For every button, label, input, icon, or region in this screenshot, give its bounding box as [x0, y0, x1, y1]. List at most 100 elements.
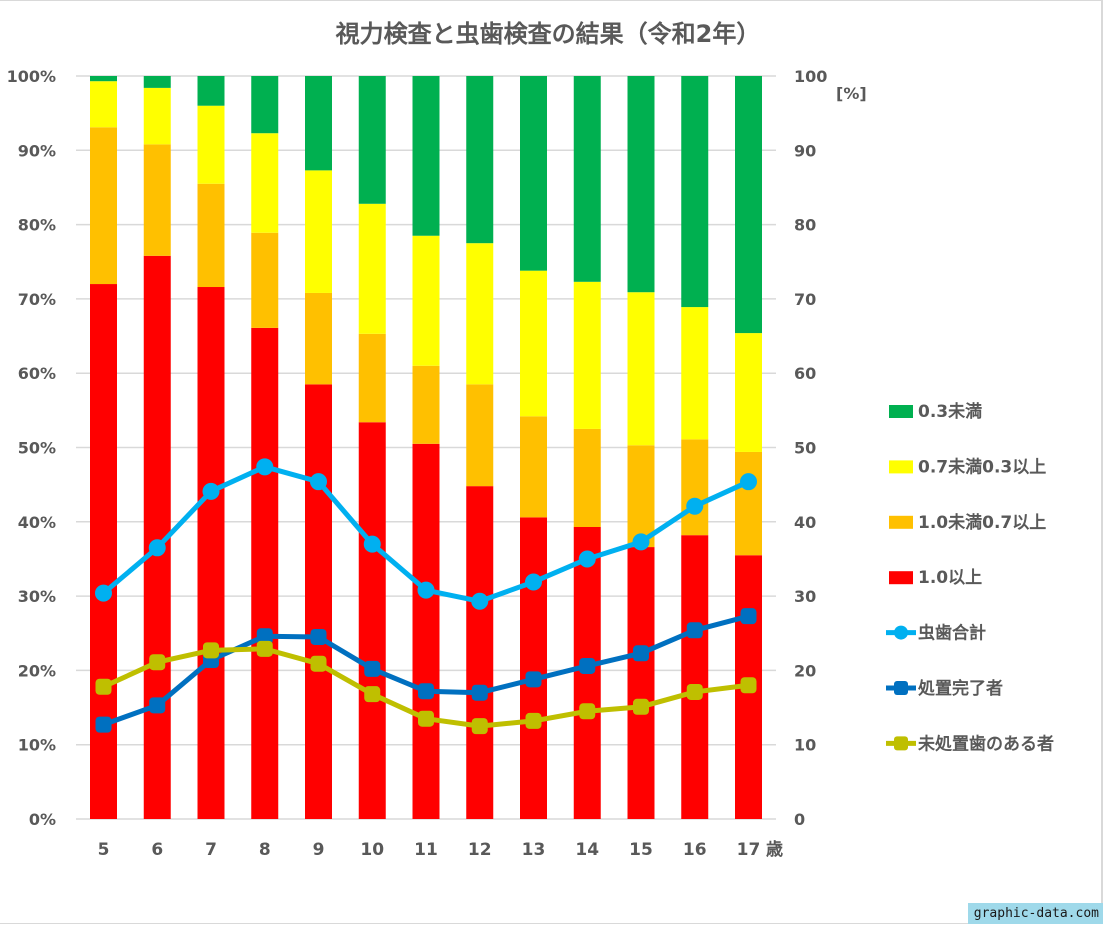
bar-segment — [627, 76, 655, 293]
bar-segment — [90, 284, 117, 819]
bar-segment — [681, 76, 709, 308]
legend-swatch — [889, 515, 913, 529]
left-tick-label: 80% — [18, 216, 56, 235]
bar-segment — [412, 365, 440, 444]
right-axis: 0 10 20 30 40 50 60 70 80 90 100 — [794, 67, 827, 829]
line-point — [95, 716, 112, 733]
bar-segment — [466, 384, 494, 487]
x-axis: 5 6 7 8 9 10 11 12 13 14 15 16 17 — [98, 840, 761, 860]
line-point — [256, 640, 273, 657]
bar-segment — [358, 76, 386, 204]
line-point — [310, 628, 327, 645]
line-series — [95, 458, 757, 735]
bar-segment — [735, 451, 762, 556]
line-point — [256, 628, 273, 645]
bar-segment — [573, 281, 601, 429]
left-tick-label: 20% — [18, 661, 56, 680]
bar-segment — [251, 133, 279, 233]
legend-marker — [894, 681, 908, 695]
line-point — [149, 654, 166, 671]
bar-segment — [90, 81, 117, 128]
line-point — [686, 497, 704, 515]
line-point — [686, 683, 703, 700]
legend-label: 1.0以上 — [918, 568, 982, 588]
x-tick-label: 9 — [313, 840, 325, 860]
left-tick-label: 10% — [18, 736, 56, 755]
line-point — [740, 473, 757, 491]
right-tick-label: 0 — [794, 810, 805, 829]
right-tick-label: 90 — [794, 141, 816, 160]
legend-label: 未処置歯のある者 — [917, 733, 1054, 754]
line-point — [579, 657, 596, 674]
bar-segment — [197, 105, 225, 184]
bar-segment — [573, 76, 601, 282]
line-point — [203, 642, 219, 659]
line-point — [418, 683, 434, 700]
line-point — [95, 584, 112, 602]
bar-segment — [627, 292, 655, 446]
bar-segment — [520, 416, 547, 518]
line-point — [418, 710, 434, 727]
x-tick-label: 12 — [468, 840, 492, 860]
line-point — [525, 671, 542, 688]
bar-segment — [412, 76, 440, 236]
line-point — [310, 655, 327, 672]
line-point — [363, 535, 381, 553]
left-tick-label: 30% — [18, 587, 56, 606]
line-point — [525, 573, 542, 591]
x-tick-label: 5 — [98, 840, 110, 860]
x-tick-label: 10 — [360, 840, 384, 860]
legend-label: 虫歯合計 — [918, 623, 986, 644]
bar-segment — [412, 443, 440, 819]
bar-segment — [466, 76, 494, 244]
x-tick-label: 16 — [683, 840, 707, 860]
bar-segment — [358, 203, 386, 334]
legend-label: 0.3未満 — [918, 401, 982, 422]
bar-segment — [143, 144, 171, 256]
line-point — [633, 645, 649, 662]
x-tick-label: 11 — [414, 840, 438, 860]
bar-segment — [520, 76, 547, 271]
bar-segment — [305, 170, 332, 293]
line-point — [525, 712, 542, 729]
left-tick-label: 70% — [18, 290, 56, 309]
line-point — [417, 581, 435, 599]
bar-segment — [520, 517, 547, 819]
right-axis-unit: [%] — [836, 84, 867, 103]
bar-segment — [305, 292, 332, 385]
line-point — [471, 718, 488, 735]
right-tick-label: 30 — [794, 587, 816, 606]
right-tick-label: 80 — [794, 216, 816, 235]
right-tick-label: 50 — [794, 439, 816, 458]
legend-marker — [894, 736, 908, 751]
line-point — [310, 473, 327, 491]
bar-segment — [358, 333, 386, 423]
bar-segment — [197, 287, 225, 820]
bar-segment — [143, 87, 171, 145]
bar-segment — [520, 270, 547, 417]
right-tick-label: 100 — [794, 67, 827, 86]
x-tick-label: 13 — [522, 840, 546, 860]
x-tick-label: 15 — [629, 840, 653, 860]
x-tick-label: 17 — [737, 840, 761, 860]
line-point — [149, 697, 166, 714]
line-point — [740, 608, 757, 625]
bar-segment — [735, 333, 762, 452]
bar-segment — [251, 232, 279, 328]
bar-segment — [197, 76, 225, 106]
line-point — [364, 686, 381, 703]
line-point — [256, 458, 274, 476]
right-tick-label: 70 — [794, 290, 816, 309]
right-tick-label: 60 — [794, 364, 816, 383]
bar-segment — [627, 547, 655, 819]
bar-segment — [573, 428, 601, 528]
bar-segment — [466, 486, 494, 819]
bar-segment — [305, 384, 332, 819]
line-point — [364, 660, 381, 677]
bar-segment — [90, 76, 117, 82]
left-axis: 0% 10% 20% 30% 40% 50% 60% 70% 80% 90% 100% — [7, 67, 56, 829]
bar-segment — [681, 307, 709, 440]
legend-swatch — [889, 460, 913, 474]
